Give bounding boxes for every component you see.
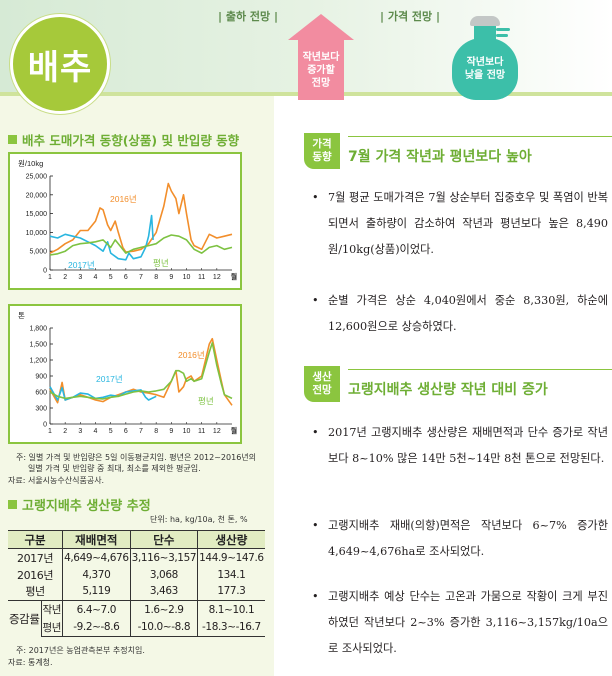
table-header: 생산량 (197, 530, 265, 549)
svg-text:8: 8 (154, 274, 158, 281)
table-section-title: 고랭지배추 생산량 추정 (8, 495, 151, 514)
svg-text:2016년: 2016년 (110, 194, 137, 204)
price-outlook-label: | 가격 전망 | (380, 10, 441, 23)
svg-text:2016년: 2016년 (178, 350, 205, 360)
price-outlook-line: 작년보다 (466, 57, 504, 68)
bullet-paragraph: • 순별 가격은 상순 4,040원에서 중순 8,330원, 하순에 12,6… (312, 288, 608, 340)
bullet-paragraph: • 7월 평균 도매가격은 7월 상순부터 집중호우 및 폭염이 반복되면서 출… (312, 185, 608, 263)
svg-text:3: 3 (78, 274, 82, 281)
svg-text:15,000: 15,000 (26, 211, 48, 218)
svg-text:월: 월 (231, 272, 237, 281)
square-bullet-icon (8, 135, 17, 144)
svg-text:5: 5 (109, 428, 113, 435)
svg-text:1: 1 (48, 274, 52, 281)
svg-text:8: 8 (154, 428, 158, 435)
svg-text:12: 12 (213, 428, 221, 435)
section-badge-price-trend: 가격 동향 (304, 133, 340, 169)
chart-note: 주: 일별 가격 및 반입량은 5일 이동평균치임. 평년은 2012~2016… (16, 453, 257, 473)
money-bag-icon: 작년보다 낮을 전망 (450, 16, 522, 102)
svg-text:4: 4 (94, 274, 98, 281)
svg-text:25,000: 25,000 (26, 174, 48, 181)
svg-text:9: 9 (169, 428, 173, 435)
price-chart: 원/10kg 0 5,000 10,000 15,000 20,000 25,000 1 2 3 4… (8, 152, 242, 290)
svg-text:11: 11 (198, 274, 205, 281)
table-header: 단수 (130, 530, 199, 549)
svg-text:4: 4 (94, 428, 98, 435)
svg-text:6: 6 (124, 428, 128, 435)
svg-text:평년: 평년 (153, 258, 169, 268)
section-heading: 7월 가격 작년과 평년보다 높아 (348, 149, 532, 165)
svg-text:2017년: 2017년 (68, 260, 95, 270)
table-header: 재배면적 (62, 530, 131, 549)
bullet-icon: • (312, 519, 319, 532)
svg-text:6: 6 (124, 274, 128, 281)
svg-text:10,000: 10,000 (26, 230, 48, 237)
svg-text:7: 7 (139, 428, 143, 435)
bullet-paragraph: • 고랭지배추 재배(의향)면적은 작년보다 6~7% 증가한 4,649~4,… (312, 513, 608, 565)
table-row: 증감률 작년 6.4~7.0 1.6~2.9 8.1~10.1 (8, 600, 265, 637)
chart-source: 자료: 서울시농수산식품공사. (8, 476, 105, 485)
svg-text:3: 3 (78, 428, 82, 435)
section-badge-production-outlook: 생산 전망 (304, 366, 340, 402)
svg-text:11: 11 (198, 428, 205, 435)
up-arrow-icon: 작년보다 증가할 전망 (288, 14, 354, 100)
table-row: 2016년 4,370 3,068 134.1 (8, 566, 265, 583)
svg-text:5,000: 5,000 (29, 249, 47, 256)
svg-text:1,200: 1,200 (29, 358, 47, 365)
svg-text:7: 7 (139, 274, 143, 281)
svg-text:2017년: 2017년 (96, 374, 123, 384)
table-header: 구분 (8, 530, 64, 549)
svg-text:1,800: 1,800 (29, 326, 47, 333)
svg-text:900: 900 (35, 374, 47, 381)
svg-text:원/10kg: 원/10kg (18, 159, 43, 168)
table-unit: 단위: ha, kg/10a, 천 톤, % (150, 515, 248, 524)
svg-text:톤: 톤 (18, 311, 25, 320)
price-outlook-line: 낮을 전망 (464, 70, 506, 81)
svg-text:10: 10 (183, 428, 191, 435)
bullet-paragraph: • 2017년 고랭지배추 생산량은 재배면적과 단수 증가로 작년보다 8~1… (312, 420, 608, 472)
svg-text:1: 1 (48, 428, 52, 435)
commodity-title-badge: 배추 (10, 14, 110, 114)
svg-text:300: 300 (35, 406, 47, 413)
svg-text:1,500: 1,500 (29, 342, 47, 349)
bullet-paragraph: • 고랭지배추 예상 단수는 고온과 가뭄으로 작황이 크게 부진하였던 작년보… (312, 584, 608, 662)
shipment-outlook-label: | 출하 전망 | (218, 10, 279, 23)
square-bullet-icon (8, 500, 17, 509)
bullet-icon: • (312, 191, 319, 204)
table-note: 주: 2017년은 농업관측본부 추정치임. (16, 646, 145, 655)
svg-text:0: 0 (43, 422, 47, 429)
table-row: 2017년 4,649~4,676 3,116~3,157 144.9~147.… (8, 548, 265, 567)
production-table: 구분 재배면적 단수 생산량 2017년 4,649~4,676 3,116~3… (8, 530, 265, 637)
commodity-title: 배추 (27, 47, 93, 88)
svg-text:평년: 평년 (198, 396, 214, 406)
section-divider (348, 136, 612, 137)
section-heading: 고랭지배추 생산량 작년 대비 증가 (348, 382, 548, 398)
svg-text:12: 12 (213, 274, 221, 281)
svg-text:0: 0 (43, 268, 47, 275)
chart-section-title: 배추 도매가격 동향(상품) 및 반입량 동향 (8, 130, 239, 149)
svg-text:20,000: 20,000 (26, 192, 48, 199)
svg-text:월: 월 (231, 426, 237, 435)
svg-text:5: 5 (109, 274, 113, 281)
svg-text:2: 2 (63, 428, 67, 435)
svg-text:9: 9 (169, 274, 173, 281)
shipment-outlook-line: 증가할 (307, 64, 335, 76)
bullet-icon: • (312, 590, 319, 603)
volume-chart: 톤 0 300 600 900 1,200 1,500 1,800 1 2 3 4 5 6 7 8 9 10 11 1… (8, 304, 242, 444)
svg-text:600: 600 (35, 390, 47, 397)
bullet-icon: • (312, 294, 319, 307)
table-row: 평년 -9.2~-8.6 -10.0~-8.8 -18.3~-16.7 (8, 618, 265, 637)
table-row: 평년 5,119 3,463 177.3 (8, 582, 265, 601)
shipment-outlook-line: 작년보다 (302, 51, 340, 63)
table-source: 자료: 통계청. (8, 658, 53, 667)
svg-text:2: 2 (63, 274, 67, 281)
bullet-icon: • (312, 426, 319, 439)
svg-text:10: 10 (183, 274, 191, 281)
section-divider (348, 369, 612, 370)
shipment-outlook-line: 전망 (311, 77, 331, 89)
